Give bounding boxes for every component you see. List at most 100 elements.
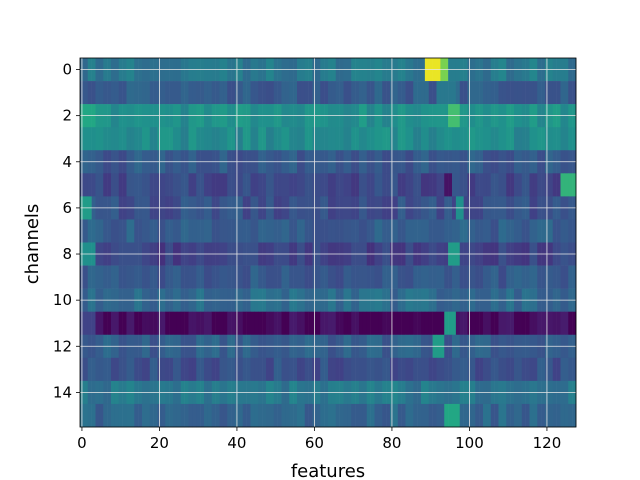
heatmap-cell: [285, 173, 290, 197]
heatmap-cell: [506, 357, 511, 382]
heatmap-cell: [107, 127, 112, 151]
x-axis-label: features: [291, 461, 365, 480]
heatmap-cell: [374, 81, 379, 105]
heatmap-cell: [347, 173, 352, 197]
heatmap-cell: [366, 357, 371, 382]
heatmap-cell: [130, 265, 135, 289]
heatmap-cell: [525, 403, 530, 428]
heatmap-cell: [258, 173, 263, 197]
heatmap-cell: [118, 311, 123, 336]
heatmap-cell: [211, 219, 216, 243]
heatmap-cell: [448, 127, 453, 151]
heatmap-cell: [486, 219, 492, 243]
heatmap-cell: [114, 403, 120, 428]
heatmap-cell: [238, 81, 244, 105]
heatmap-cell: [227, 265, 232, 289]
heatmap-cell: [405, 81, 410, 105]
heatmap-cell: [176, 127, 182, 151]
heatmap-cell: [304, 311, 309, 336]
heatmap-cell: [471, 219, 476, 243]
heatmap-cell: [83, 127, 89, 151]
heatmap-cell: [250, 265, 255, 289]
heatmap-cell: [242, 311, 247, 336]
heatmap-cell: [184, 311, 189, 336]
heatmap-cell: [436, 265, 441, 289]
heatmap-cell: [521, 127, 526, 151]
heatmap-cell: [145, 265, 151, 289]
heatmap-cell: [498, 403, 503, 428]
heatmap-cell: [483, 403, 488, 428]
heatmap-cell: [200, 219, 205, 243]
heatmap-cell: [432, 173, 437, 197]
heatmap-cell: [269, 357, 275, 382]
heatmap-cell: [289, 403, 294, 428]
heatmap-cell: [452, 127, 457, 151]
heatmap-cell: [204, 173, 209, 197]
heatmap-cell: [281, 311, 286, 336]
heatmap-cell: [405, 265, 410, 289]
heatmap-cell: [176, 311, 182, 336]
heatmap-cell: [126, 265, 131, 289]
heatmap-cell: [397, 173, 402, 197]
heatmap-cell: [87, 127, 92, 151]
heatmap-cell: [335, 403, 340, 428]
heatmap-cell: [343, 357, 348, 382]
heatmap-cell: [161, 311, 166, 336]
heatmap-cell: [180, 173, 185, 197]
heatmap-cell: [111, 265, 116, 289]
heatmap-cell: [409, 81, 414, 105]
heatmap-cell: [552, 403, 557, 428]
heatmap-cell: [510, 173, 515, 197]
heatmap-cell: [521, 81, 526, 105]
heatmap-cell: [277, 81, 282, 105]
heatmap-cell: [351, 311, 356, 336]
heatmap-cell: [463, 127, 468, 151]
heatmap-cell: [114, 311, 120, 336]
heatmap-cell: [320, 265, 325, 289]
y-tick-label: 12: [53, 337, 72, 355]
heatmap-cell: [200, 173, 205, 197]
plot-frame: [79, 57, 577, 428]
heatmap-cell: [215, 311, 220, 336]
heatmap-cell: [486, 173, 492, 197]
heatmap-cell: [122, 403, 127, 428]
heatmap-cell: [281, 265, 286, 289]
heatmap-cell: [223, 357, 228, 382]
heatmap-cell: [111, 81, 116, 105]
heatmap-cell: [548, 265, 554, 289]
heatmap-cell: [211, 81, 216, 105]
heatmap-cell: [161, 219, 166, 243]
heatmap-cell: [417, 265, 422, 289]
heatmap-cell: [180, 265, 185, 289]
heatmap-cell: [99, 311, 104, 336]
heatmap-cell: [506, 127, 511, 151]
heatmap-cell: [510, 127, 515, 151]
heatmap-cell: [417, 403, 422, 428]
x-tick-label: 20: [150, 434, 169, 452]
heatmap-cell: [397, 127, 402, 151]
heatmap-cell: [494, 311, 499, 336]
heatmap-cell: [393, 357, 399, 382]
heatmap-cell: [413, 357, 418, 382]
heatmap-cell: [91, 219, 96, 243]
heatmap-cell: [370, 81, 375, 105]
heatmap-cell: [266, 357, 271, 382]
grid-lines: [80, 58, 576, 427]
heatmap-cell: [455, 357, 461, 382]
heatmap-cell: [281, 127, 286, 151]
heatmap-cell: [184, 265, 189, 289]
heatmap-cell: [289, 173, 294, 197]
heatmap-cell: [188, 403, 193, 428]
heatmap-cell: [289, 219, 294, 243]
heatmap-cell: [161, 403, 166, 428]
heatmap-cell: [192, 81, 197, 105]
heatmap-cell: [366, 403, 371, 428]
heatmap-cell: [459, 219, 464, 243]
heatmap-cell: [568, 265, 573, 289]
heatmap-cell: [517, 357, 523, 382]
heatmap-cell: [378, 265, 383, 289]
heatmap-cell: [231, 173, 236, 197]
heatmap-cell: [401, 357, 406, 382]
heatmap-cell: [269, 219, 275, 243]
heatmap-cell: [452, 219, 457, 243]
